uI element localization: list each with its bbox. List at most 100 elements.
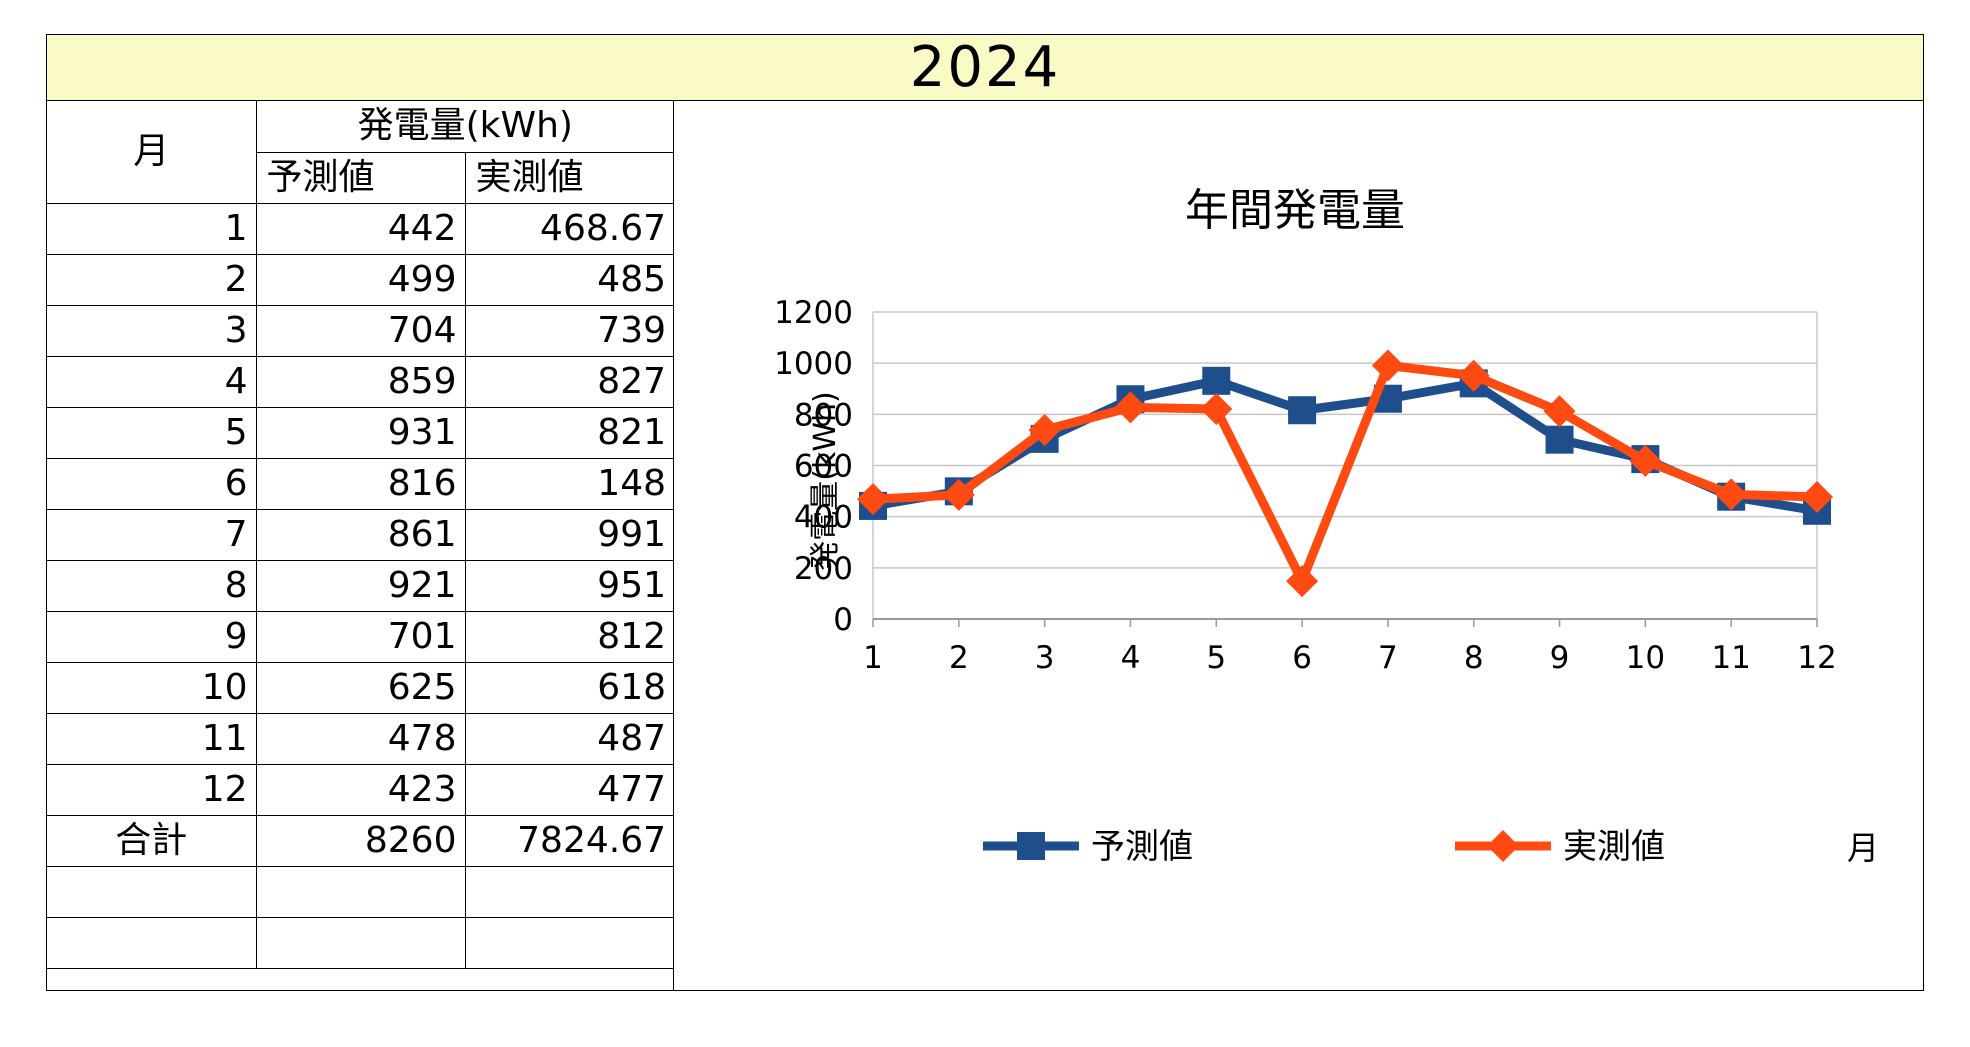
actual-point bbox=[1457, 359, 1490, 392]
empty-cell bbox=[464, 916, 675, 969]
chart-area: 年間発電量 発電量(kWh) 月 0 200 400 600 800 1000 1200 1… bbox=[675, 101, 1923, 990]
series-predicted bbox=[859, 366, 1831, 525]
table-row: 6 816 148 bbox=[47, 457, 675, 510]
table-body: 1 442 468.67 2 499 485 3 704 739 4 859 827 5 931 821 6 8… bbox=[47, 203, 675, 816]
predicted-cell: 499 bbox=[255, 253, 466, 306]
actual-point bbox=[1487, 830, 1519, 862]
x-axis-label: 月 bbox=[1847, 829, 1879, 867]
actual-cell: 148 bbox=[464, 457, 675, 510]
table-row: 5 931 821 bbox=[47, 406, 675, 459]
actual-point bbox=[1715, 478, 1748, 511]
month-cell: 1 bbox=[47, 203, 257, 255]
x-tick-label: 1 bbox=[863, 640, 883, 676]
x-tick-labels: 1 2 3 4 5 6 7 8 9 10 11 12 bbox=[863, 640, 1837, 676]
empty-cell bbox=[47, 916, 257, 969]
empty-cell bbox=[464, 865, 675, 918]
x-tick-label: 10 bbox=[1626, 640, 1665, 676]
x-tick-label: 11 bbox=[1711, 640, 1750, 676]
month-cell: 11 bbox=[47, 712, 257, 765]
total-predicted: 8260 bbox=[255, 815, 466, 867]
x-tick-label: 7 bbox=[1378, 640, 1398, 676]
table-total-row: 合計 8260 7824.67 bbox=[47, 815, 675, 867]
actual-point bbox=[1371, 349, 1404, 382]
legend: 予測値 実測値 bbox=[983, 827, 1665, 867]
x-tick-label: 6 bbox=[1292, 640, 1312, 676]
predicted-cell: 442 bbox=[255, 203, 466, 255]
y-tick-label: 200 bbox=[794, 551, 853, 587]
actual-cell: 821 bbox=[464, 406, 675, 459]
y-tick-label: 400 bbox=[794, 500, 853, 536]
month-cell: 6 bbox=[47, 457, 257, 510]
month-cell: 10 bbox=[47, 661, 257, 714]
actual-cell: 468.67 bbox=[464, 203, 675, 255]
actual-line bbox=[872, 360, 1818, 586]
table-row: 3 704 739 bbox=[47, 304, 675, 357]
predicted-point bbox=[1017, 832, 1045, 860]
x-tick-label: 5 bbox=[1206, 640, 1226, 676]
x-tick-label: 3 bbox=[1035, 640, 1055, 676]
generation-group-header: 発電量(kWh) bbox=[255, 101, 675, 153]
actual-point bbox=[942, 478, 975, 511]
actual-cell: 951 bbox=[464, 559, 675, 612]
month-cell: 2 bbox=[47, 253, 257, 306]
actual-point bbox=[1028, 413, 1061, 446]
table-empty-row bbox=[47, 916, 675, 969]
predicted-cell: 701 bbox=[255, 610, 466, 663]
actual-cell: 618 bbox=[464, 661, 675, 714]
month-cell: 4 bbox=[47, 355, 257, 408]
actual-point bbox=[1629, 444, 1662, 477]
y-tick-label: 1200 bbox=[774, 295, 853, 331]
month-header: 月 bbox=[47, 101, 257, 204]
predicted-cell: 931 bbox=[255, 406, 466, 459]
report-frame: 2024 月 発電量(kWh) 予測値 実測値 1 442 468.67 2 499 48… bbox=[46, 34, 1924, 991]
actual-cell: 827 bbox=[464, 355, 675, 408]
actual-point bbox=[1114, 391, 1147, 424]
month-cell: 5 bbox=[47, 406, 257, 459]
legend-label: 実測値 bbox=[1563, 827, 1665, 867]
table-row: 8 921 951 bbox=[47, 559, 675, 612]
actual-cell: 739 bbox=[464, 304, 675, 357]
month-cell: 9 bbox=[47, 610, 257, 663]
predicted-cell: 423 bbox=[255, 763, 466, 816]
legend-label: 予測値 bbox=[1091, 827, 1193, 867]
actual-cell: 991 bbox=[464, 508, 675, 561]
actual-point bbox=[1543, 395, 1576, 428]
actual-cell: 477 bbox=[464, 763, 675, 816]
empty-cell bbox=[47, 865, 257, 918]
table-row: 7 861 991 bbox=[47, 508, 675, 561]
series-actual bbox=[857, 349, 1833, 598]
table-row: 10 625 618 bbox=[47, 661, 675, 714]
actual-point bbox=[857, 483, 889, 516]
y-tick-labels: 0 200 400 600 800 1000 1200 bbox=[774, 295, 853, 638]
empty-cell bbox=[255, 916, 466, 969]
actual-point bbox=[1801, 480, 1833, 513]
month-cell: 7 bbox=[47, 508, 257, 561]
table-empty-row bbox=[47, 865, 675, 918]
actual-point bbox=[1200, 392, 1233, 425]
table-row: 2 499 485 bbox=[47, 253, 675, 306]
year-title: 2024 bbox=[909, 35, 1061, 100]
table-row: 1 442 468.67 bbox=[47, 203, 675, 255]
generation-table: 月 発電量(kWh) 予測値 実測値 1 442 468.67 2 499 485 3 704… bbox=[47, 101, 675, 969]
month-cell: 8 bbox=[47, 559, 257, 612]
year-title-bar: 2024 bbox=[47, 35, 1923, 101]
month-cell: 3 bbox=[47, 304, 257, 357]
grid-lines bbox=[872, 311, 1818, 627]
predicted-point bbox=[1545, 425, 1574, 454]
predicted-cell: 816 bbox=[255, 457, 466, 510]
line-chart: 年間発電量 発電量(kWh) 月 0 200 400 600 800 1000 1200 1… bbox=[774, 185, 1879, 867]
table-row: 4 859 827 bbox=[47, 355, 675, 408]
predicted-cell: 921 bbox=[255, 559, 466, 612]
y-tick-label: 1000 bbox=[774, 346, 853, 382]
x-tick-label: 9 bbox=[1550, 640, 1570, 676]
predicted-cell: 861 bbox=[255, 508, 466, 561]
x-tick-label: 4 bbox=[1121, 640, 1141, 676]
month-cell: 12 bbox=[47, 763, 257, 816]
actual-cell: 487 bbox=[464, 712, 675, 765]
predicted-point bbox=[1288, 396, 1317, 425]
predicted-cell: 704 bbox=[255, 304, 466, 357]
total-label: 合計 bbox=[47, 815, 257, 867]
table-row: 12 423 477 bbox=[47, 763, 675, 816]
empty-cell bbox=[255, 865, 466, 918]
predicted-cell: 478 bbox=[255, 712, 466, 765]
